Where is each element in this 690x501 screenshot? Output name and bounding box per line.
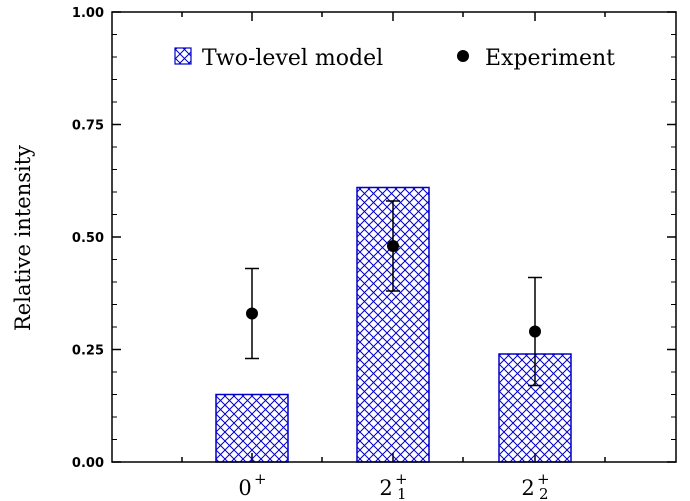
model-bar xyxy=(215,393,289,463)
category-subscript: 1 xyxy=(397,485,407,501)
legend-bar-label: Two-level model xyxy=(202,46,383,71)
category-labels: 0 +2 +1 2 +2 xyxy=(238,470,549,501)
experiment-points xyxy=(245,200,542,387)
y-tick-label: 0.25 xyxy=(72,344,104,359)
category-label: 2 xyxy=(379,476,392,500)
category-subscript: 2 xyxy=(539,485,549,501)
legend-bar-swatch xyxy=(174,47,192,65)
y-tick-label: 0.00 xyxy=(72,456,104,471)
category-superscript: + xyxy=(254,470,267,488)
experiment-point xyxy=(529,325,541,338)
y-tick-label: 1.00 xyxy=(72,6,104,21)
legend: Two-level model Experiment xyxy=(174,46,615,71)
y-axis-label: Relative intensity xyxy=(11,145,35,331)
y-tick-label: 0.50 xyxy=(72,231,104,246)
plot-frame xyxy=(111,11,677,463)
experiment-point xyxy=(246,307,258,320)
axes: 0.00 0.25 0.50 0.75 1.00 xyxy=(72,6,676,471)
y-tick-label: 0.75 xyxy=(72,119,104,134)
legend-point-label: Experiment xyxy=(485,46,615,71)
category-label: 0 xyxy=(238,476,251,500)
experiment-point xyxy=(387,240,399,252)
category-superscript: + xyxy=(537,470,550,488)
category-superscript: + xyxy=(395,470,408,488)
category-label: 2 xyxy=(521,476,534,500)
legend-point-marker xyxy=(457,50,469,62)
